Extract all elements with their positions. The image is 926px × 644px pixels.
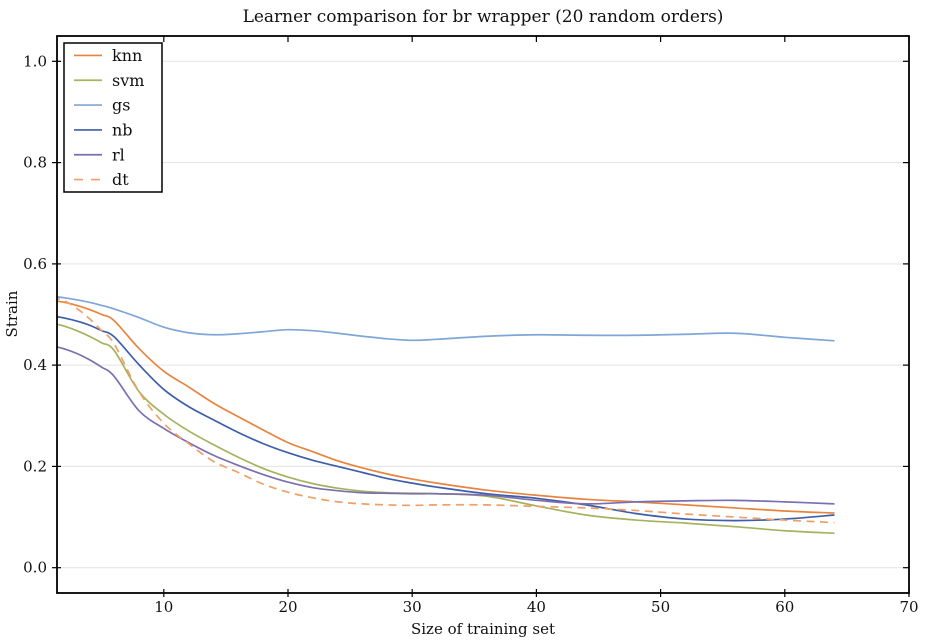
x-tick-label: 30 [403, 598, 422, 616]
x-tick-label: 60 [775, 598, 794, 616]
legend-label-svm: svm [112, 71, 144, 90]
x-tick-label: 50 [651, 598, 670, 616]
y-axis-label: Strain [3, 290, 21, 337]
y-tick-label: 0.6 [23, 255, 47, 273]
x-axis-label: Size of training set [411, 620, 555, 638]
y-tick-label: 0.8 [23, 154, 47, 172]
y-tick-label: 0.4 [23, 356, 47, 374]
chart-text-labels: Learner comparison for br wrapper (20 ra… [3, 7, 723, 638]
series-line-knn [57, 300, 835, 514]
x-tick-label: 20 [278, 598, 297, 616]
legend: knn svm gs nb rl dt [63, 42, 163, 193]
legend-frame [63, 42, 163, 193]
plot-area: 10 20 30 40 50 60 70 0.0 0.2 0.4 0.6 0.8 1.0 knn svm gs… [23, 35, 919, 616]
x-tick-label: 40 [527, 598, 546, 616]
legend-label-knn: knn [112, 46, 142, 65]
y-tick-label: 0.0 [23, 559, 47, 577]
chart-title: Learner comparison for br wrapper (20 ra… [243, 7, 724, 27]
series-curves [57, 295, 835, 535]
legend-label-dt: dt [112, 170, 129, 189]
series-line-gs [57, 295, 835, 342]
series-line-nb [57, 315, 835, 522]
series-line-dt [57, 297, 835, 524]
series-line-svm [57, 323, 835, 535]
legend-label-rl: rl [112, 145, 125, 164]
x-tick-label: 10 [154, 598, 173, 616]
axes-spines [56, 35, 910, 594]
series-line-rl [57, 346, 835, 505]
y-tick-label: 0.2 [23, 457, 47, 475]
y-tick-label: 1.0 [23, 52, 47, 70]
x-tick-label: 70 [899, 598, 918, 616]
legend-label-nb: nb [112, 120, 133, 139]
legend-label-gs: gs [112, 96, 130, 115]
